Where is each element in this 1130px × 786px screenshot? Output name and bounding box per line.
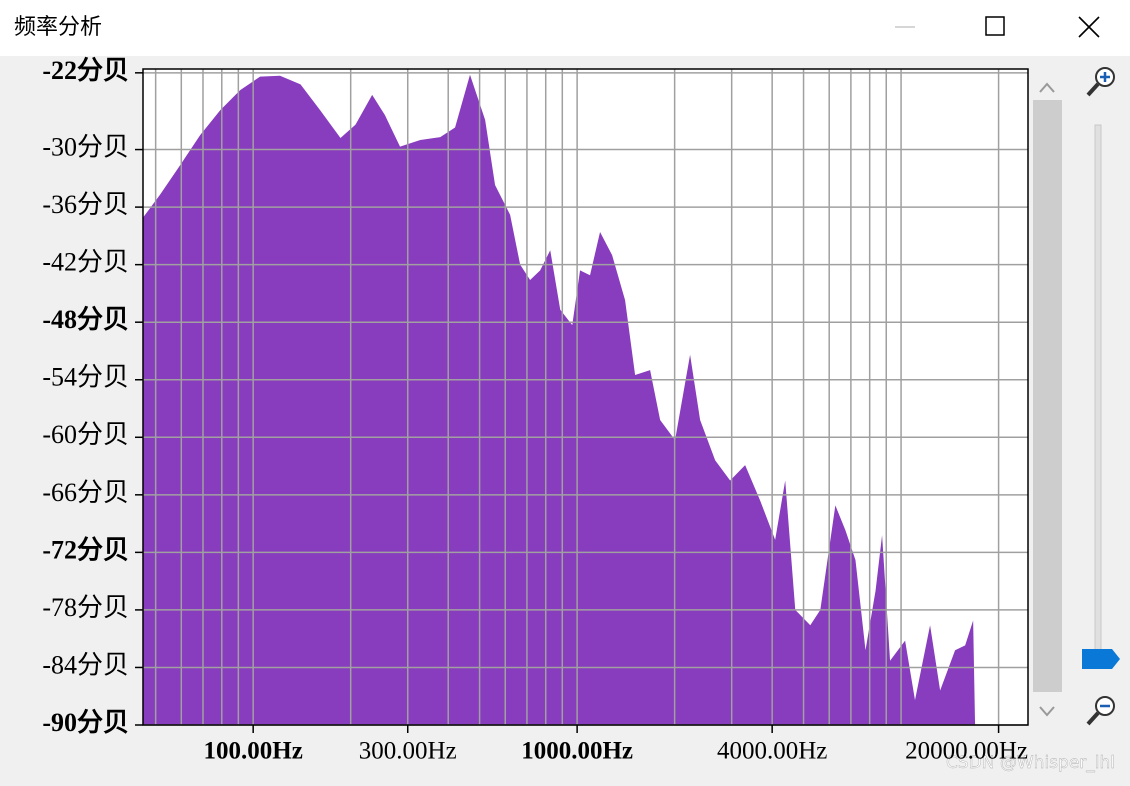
y-tick-label: -22分贝 [42, 56, 129, 85]
y-tick-label: -54分贝 [42, 363, 129, 392]
zoom-slider-track [1094, 124, 1102, 651]
maximize-button[interactable] [985, 16, 1005, 36]
scrollbar-thumb[interactable] [1033, 100, 1062, 692]
x-tick-label: 4000.00Hz [717, 738, 827, 765]
y-tick-label: -42分贝 [42, 248, 129, 277]
y-tick-label: -66分贝 [42, 478, 129, 507]
x-tick-label: 100.00Hz [204, 738, 303, 765]
y-tick-label: -48分贝 [42, 305, 129, 334]
spectrum-area [143, 74, 1028, 725]
y-tick-label: -60分贝 [42, 420, 129, 449]
scroll-down[interactable] [1039, 706, 1055, 717]
x-tick-label: 20000.00Hz [905, 738, 1028, 765]
y-tick-label: -78分贝 [42, 593, 129, 622]
y-tick-label: -36分贝 [42, 190, 129, 219]
scroll-up[interactable] [1039, 82, 1055, 93]
zoom-out[interactable] [1086, 696, 1115, 726]
plot [143, 69, 1028, 726]
y-tick-label: -84分贝 [42, 650, 129, 679]
zoom-slider-thumb[interactable] [1082, 649, 1120, 669]
close-button[interactable] [1078, 16, 1100, 38]
plot-frame [142, 68, 1029, 726]
y-tick-label: -90分贝 [42, 708, 129, 737]
window-title: 频率分析 [14, 15, 102, 40]
x-tick-label: 300.00Hz [359, 738, 457, 765]
watermark: CSDN @Whisper_lhl [946, 753, 1115, 773]
x-tick-label: 1000.00Hz [521, 738, 633, 765]
title-bar [0, 0, 1130, 56]
y-tick-label: -30分贝 [42, 133, 129, 162]
y-tick-label: -72分贝 [42, 535, 129, 564]
zoom-in[interactable] [1086, 67, 1115, 97]
